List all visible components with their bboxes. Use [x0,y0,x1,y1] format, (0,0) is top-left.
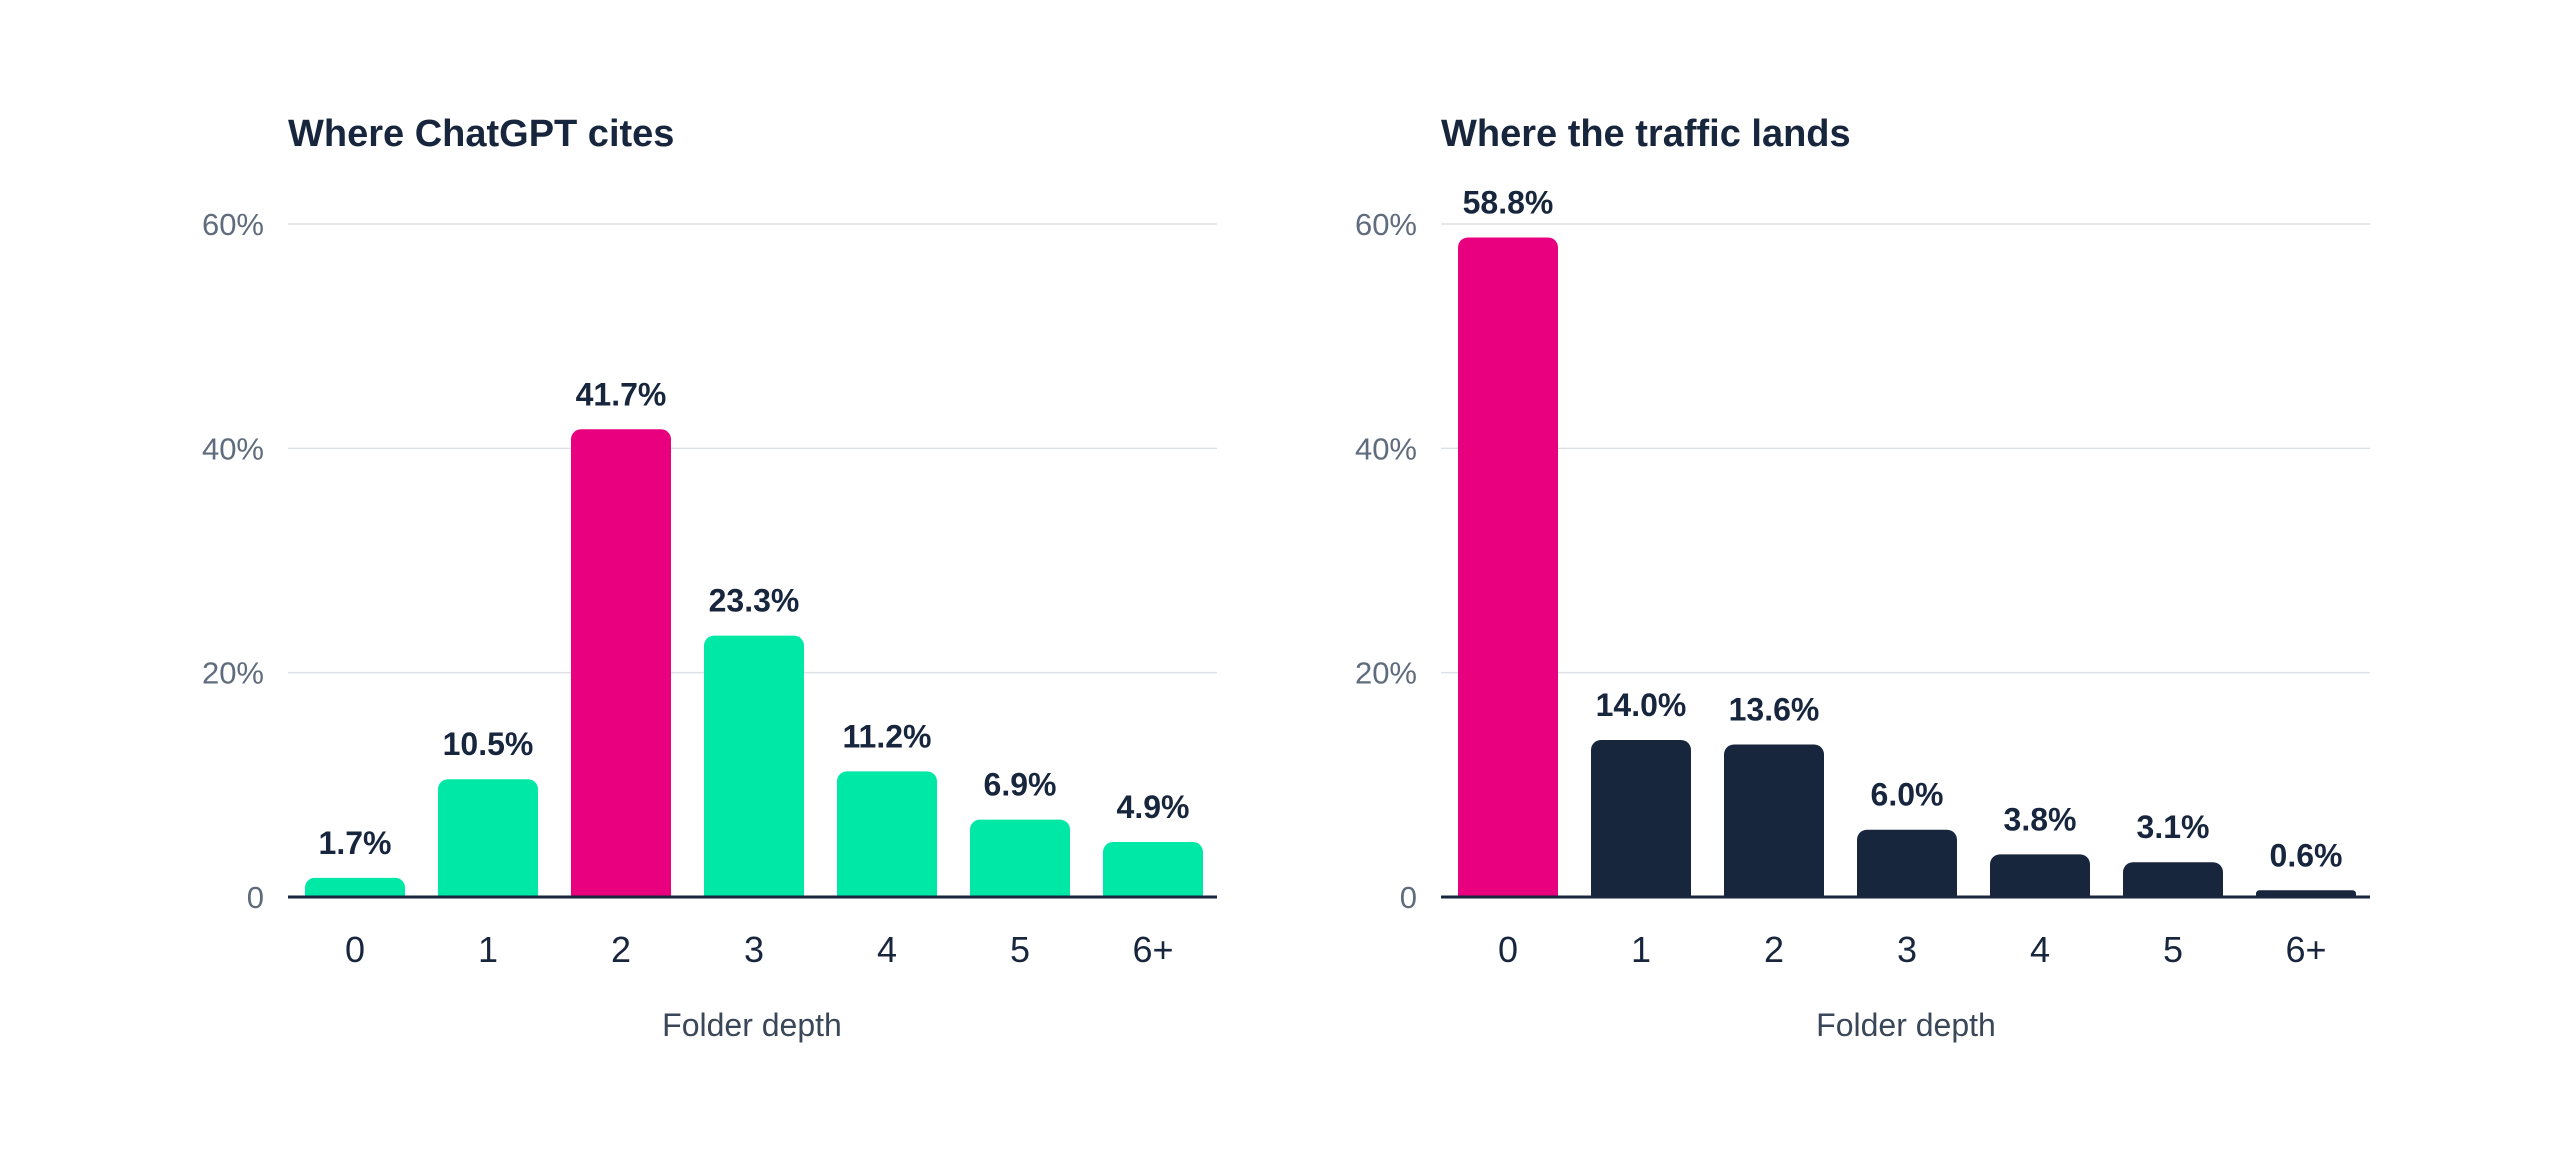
x-tick-label: 6+ [2285,929,2326,970]
x-tick-label: 0 [1498,929,1518,970]
y-tick-label: 60% [1355,207,1417,242]
y-tick-label: 40% [202,431,264,466]
x-tick-label: 1 [478,929,498,970]
data-label: 14.0% [1596,687,1687,723]
x-tick-label: 4 [877,929,897,970]
x-tick-label: 5 [2163,929,2183,970]
bar-4 [1990,854,2090,907]
x-axis-label: Folder depth [662,1007,842,1043]
y-tick-label: 20% [1355,656,1417,691]
data-label: 3.1% [2137,809,2210,845]
y-tick-label: 60% [202,207,264,242]
y-tick-label: 20% [202,656,264,691]
bar-3 [704,635,804,907]
chart-where-the-traffic-lands: Where the traffic lands Folder depth 020… [1355,113,2372,1043]
x-tick-label: 0 [345,929,365,970]
bar-1 [438,779,538,907]
bar-6plus [1103,842,1203,907]
x-tick-label: 5 [1010,929,1030,970]
data-label: 10.5% [443,726,534,762]
x-tick-label: 2 [1764,929,1784,970]
bar-2 [1724,744,1824,907]
y-tick-label: 40% [1355,431,1417,466]
data-label: 23.3% [709,583,800,619]
data-label: 11.2% [843,718,932,754]
bar-3 [1857,829,1957,907]
chart-title: Where ChatGPT cites [288,113,674,155]
chart-title: Where the traffic lands [1441,113,1851,155]
chart-where-chatgpt-cites: Where ChatGPT cites Folder depth 0 20% 40%… [202,113,1219,1043]
x-tick-label: 1 [1631,929,1651,970]
bar-4 [837,771,937,907]
data-label: 1.7% [319,825,392,861]
data-label: 3.8% [2004,801,2077,837]
data-label: 6.9% [984,767,1057,803]
data-label: 13.6% [1729,691,1820,727]
data-label: 6.0% [1871,777,1944,813]
bar-5 [970,819,1070,907]
data-label: 4.9% [1117,789,1190,825]
baseline-mask [1439,898,2372,912]
bar-2 [571,429,671,907]
x-tick-label: 3 [744,929,764,970]
data-label: 0.6% [2270,837,2343,873]
data-label: 41.7% [576,376,667,412]
x-tick-label: 4 [2030,929,2050,970]
bar-1 [1591,739,1691,907]
baseline-mask [286,898,1219,912]
x-tick-label: 3 [1897,929,1917,970]
y-tick-label: 0 [247,880,264,915]
bar-0 [1458,237,1558,907]
data-label: 58.8% [1463,184,1554,220]
x-tick-label: 6+ [1132,929,1173,970]
x-tick-label: 2 [611,929,631,970]
x-axis-label: Folder depth [1816,1007,1996,1043]
y-tick-label: 0 [1400,880,1417,915]
